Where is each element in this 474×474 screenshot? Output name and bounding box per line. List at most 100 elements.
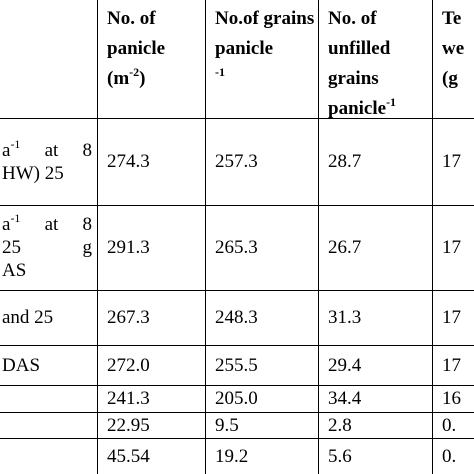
cell-value: 0. [442, 445, 457, 467]
cell-value: 31.3 [328, 307, 362, 328]
cell-value: 26.7 [328, 237, 362, 258]
value-cell: 16 [442, 385, 472, 412]
superscript: -2 [129, 65, 140, 79]
column-rule [432, 0, 433, 474]
header-line: unfilled [328, 38, 391, 59]
value-cell: 9.5 [215, 412, 316, 438]
cell-line: AS [2, 260, 27, 281]
value-cell: 291.3 [107, 205, 203, 290]
value-cell: 34.4 [328, 385, 430, 412]
header-line: No. of [107, 8, 156, 29]
header-cell: No. of unfilled grains panicle-1 [328, 0, 430, 119]
superscript: -1 [215, 65, 225, 79]
cell-value: 17 [442, 307, 461, 328]
treatment-cell [2, 385, 92, 412]
cell-value: 205.0 [215, 388, 258, 409]
value-cell: 29.4 [328, 345, 430, 385]
cell-value: 22.95 [107, 414, 150, 436]
treatment-cell [2, 412, 92, 438]
value-cell: 31.3 [328, 290, 430, 345]
text-run: ) [139, 68, 146, 89]
cell-value: 257.3 [215, 151, 258, 172]
header-cell: No. of panicle (m-2) [107, 0, 203, 118]
value-cell: 17 [442, 118, 472, 205]
cell-value: 9.5 [215, 414, 239, 436]
value-cell: 22.95 [107, 412, 203, 438]
cell-value: 17 [442, 354, 461, 376]
value-cell: 19.2 [215, 438, 316, 474]
value-cell: 28.7 [328, 118, 430, 205]
header-cell [2, 0, 92, 118]
text-run: a [2, 214, 11, 235]
row-rule [0, 385, 474, 386]
value-cell: 257.3 [215, 118, 316, 205]
column-rule [205, 0, 206, 474]
cell-value: 241.3 [107, 388, 150, 409]
header-line: Te [442, 8, 462, 29]
cell-value: 29.4 [328, 354, 362, 376]
header-line: -1 [215, 64, 316, 94]
value-cell: 274.3 [107, 118, 203, 205]
text-run: panicle [328, 98, 387, 119]
text-run: (m [107, 68, 130, 89]
row-rule [0, 438, 474, 439]
cell-line: 25 g [2, 237, 92, 258]
header-line: we [442, 38, 465, 59]
value-cell: 205.0 [215, 385, 316, 412]
cell-value: 17 [442, 151, 461, 172]
text-run: at 8 [20, 139, 92, 161]
cell-value: 291.3 [107, 237, 150, 258]
value-cell: 265.3 [215, 205, 316, 290]
cell-value: 274.3 [107, 151, 150, 172]
cell-value: 0. [442, 414, 457, 436]
header-cell: Te we (g [442, 0, 472, 118]
cell-line: HW) 25 [2, 162, 64, 184]
cell-value: 265.3 [215, 237, 258, 258]
value-cell: 0. [442, 438, 472, 474]
superscript: -1 [10, 211, 21, 225]
value-cell: 0. [442, 412, 472, 438]
value-cell: 17 [442, 290, 472, 345]
treatment-cell: DAS [2, 345, 92, 385]
cell-value: 5.6 [328, 445, 352, 467]
row-rule [0, 205, 474, 206]
text-run: at 8 [20, 214, 92, 235]
cell-value: 45.54 [107, 445, 150, 467]
row-rule [0, 118, 474, 119]
header-cell: No.of grains panicle -1 [215, 0, 316, 118]
cell-value: 28.7 [328, 151, 362, 172]
superscript: -1 [386, 95, 397, 109]
row-rule [0, 290, 474, 291]
superscript: -1 [10, 136, 21, 151]
value-cell: 2.8 [328, 412, 430, 438]
value-cell: 272.0 [107, 345, 203, 385]
value-cell: 5.6 [328, 438, 430, 474]
cell-value: 272.0 [107, 354, 150, 376]
value-cell: 17 [442, 205, 472, 290]
header-line: No. of [328, 8, 377, 29]
header-line: (m-2) [107, 64, 203, 94]
column-rule [318, 0, 319, 474]
cell-value: 255.5 [215, 354, 258, 376]
value-cell: 26.7 [328, 205, 430, 290]
cell-line: a-1 at 8 [2, 136, 92, 162]
row-rule [0, 345, 474, 346]
cell-value: 16 [442, 388, 461, 409]
header-line: (g [442, 68, 458, 89]
header-line: grains [328, 68, 379, 89]
value-cell: 248.3 [215, 290, 316, 345]
row-rule [0, 412, 474, 413]
value-cell: 241.3 [107, 385, 203, 412]
treatment-cell: a-1 at 8 25 g AS [2, 205, 92, 290]
cell-value: 248.3 [215, 307, 258, 328]
value-cell: 45.54 [107, 438, 203, 474]
header-line: panicle [215, 38, 274, 59]
header-line: No.of grains [215, 8, 315, 29]
column-rule [97, 0, 98, 474]
value-cell: 267.3 [107, 290, 203, 345]
treatment-cell: and 25 [2, 290, 92, 345]
header-line: panicle-1 [328, 94, 430, 124]
cell-value: 19.2 [215, 445, 249, 467]
value-cell: 255.5 [215, 345, 316, 385]
